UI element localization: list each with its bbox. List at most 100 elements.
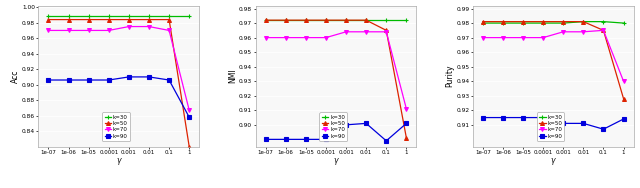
k=30 <box>302 19 310 21</box>
k=90 <box>105 79 113 81</box>
k=50 <box>302 19 310 21</box>
k=90 <box>600 128 607 130</box>
k=30 <box>559 22 567 24</box>
k=70 <box>342 31 350 33</box>
k=50 <box>342 19 350 21</box>
Line: k=90: k=90 <box>264 121 408 143</box>
k=50 <box>125 18 132 21</box>
X-axis label: γ: γ <box>116 156 121 165</box>
k=30 <box>282 19 289 21</box>
k=30 <box>165 15 173 18</box>
k=90 <box>262 138 269 140</box>
k=90 <box>403 122 410 124</box>
Line: k=30: k=30 <box>481 20 625 25</box>
Y-axis label: Purity: Purity <box>445 65 454 87</box>
k=30 <box>45 15 52 18</box>
Line: k=50: k=50 <box>481 20 625 101</box>
Legend: k=30, k=50, k=70, k=90: k=30, k=50, k=70, k=90 <box>102 112 130 141</box>
k=70 <box>262 36 269 39</box>
k=90 <box>383 140 390 142</box>
k=70 <box>65 29 72 32</box>
Line: k=50: k=50 <box>264 18 408 140</box>
k=50 <box>186 146 193 148</box>
X-axis label: γ: γ <box>333 156 339 165</box>
k=70 <box>282 36 289 39</box>
k=90 <box>65 79 72 81</box>
k=50 <box>105 18 113 21</box>
k=70 <box>620 80 627 82</box>
k=90 <box>85 79 93 81</box>
k=50 <box>559 20 567 23</box>
k=50 <box>479 20 486 23</box>
k=90 <box>559 122 567 124</box>
k=90 <box>362 122 370 124</box>
Line: k=30: k=30 <box>264 18 408 22</box>
k=50 <box>620 98 627 100</box>
k=50 <box>165 18 173 21</box>
Line: k=70: k=70 <box>264 30 408 111</box>
k=70 <box>499 36 507 39</box>
k=50 <box>383 29 390 31</box>
k=50 <box>262 19 269 21</box>
k=90 <box>282 138 289 140</box>
k=30 <box>499 22 507 24</box>
k=30 <box>362 19 370 21</box>
Legend: k=30, k=50, k=70, k=90: k=30, k=50, k=70, k=90 <box>537 112 564 141</box>
k=70 <box>165 29 173 32</box>
k=70 <box>540 36 547 39</box>
k=30 <box>262 19 269 21</box>
k=70 <box>383 31 390 33</box>
k=30 <box>403 19 410 21</box>
k=90 <box>165 79 173 81</box>
k=30 <box>145 15 153 18</box>
k=50 <box>519 20 527 23</box>
k=50 <box>45 18 52 21</box>
k=90 <box>540 116 547 119</box>
Line: k=70: k=70 <box>47 25 191 112</box>
k=30 <box>105 15 113 18</box>
k=50 <box>145 18 153 21</box>
X-axis label: γ: γ <box>551 156 556 165</box>
k=30 <box>322 19 330 21</box>
k=90 <box>186 116 193 118</box>
k=70 <box>125 25 132 28</box>
k=90 <box>145 76 153 78</box>
k=70 <box>85 29 93 32</box>
k=90 <box>322 138 330 140</box>
k=30 <box>620 22 627 24</box>
k=50 <box>579 20 587 23</box>
k=50 <box>600 29 607 31</box>
k=70 <box>186 109 193 111</box>
k=50 <box>403 137 410 139</box>
k=30 <box>342 19 350 21</box>
k=30 <box>85 15 93 18</box>
k=70 <box>600 29 607 31</box>
k=90 <box>519 116 527 119</box>
k=70 <box>302 36 310 39</box>
k=90 <box>342 124 350 126</box>
Line: k=70: k=70 <box>481 28 625 83</box>
k=70 <box>322 36 330 39</box>
k=70 <box>362 31 370 33</box>
k=30 <box>600 20 607 23</box>
k=30 <box>186 15 193 18</box>
k=50 <box>85 18 93 21</box>
k=70 <box>105 29 113 32</box>
k=50 <box>322 19 330 21</box>
k=30 <box>383 19 390 21</box>
Y-axis label: Acc: Acc <box>11 69 20 83</box>
k=70 <box>519 36 527 39</box>
Line: k=50: k=50 <box>47 18 191 149</box>
k=90 <box>499 116 507 119</box>
k=90 <box>620 118 627 120</box>
Legend: k=30, k=50, k=70, k=90: k=30, k=50, k=70, k=90 <box>319 112 347 141</box>
k=70 <box>559 31 567 33</box>
k=30 <box>125 15 132 18</box>
k=50 <box>499 20 507 23</box>
Line: k=90: k=90 <box>47 75 191 119</box>
k=90 <box>302 138 310 140</box>
k=30 <box>540 22 547 24</box>
k=90 <box>125 76 132 78</box>
k=70 <box>45 29 52 32</box>
k=50 <box>540 20 547 23</box>
